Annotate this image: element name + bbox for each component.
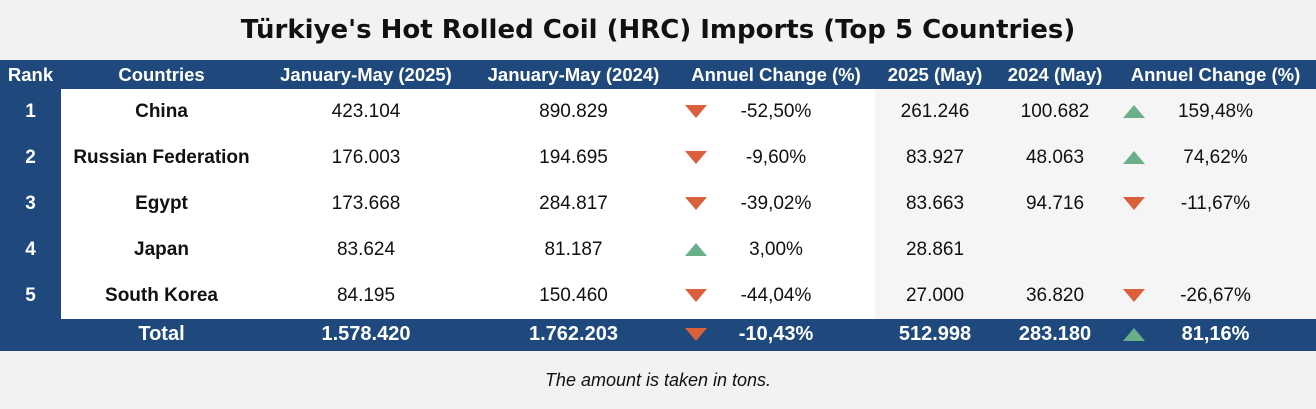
header-may-2025: 2025 (May) — [875, 60, 995, 89]
annual-change-may-cell: 74,62% — [1115, 135, 1316, 181]
may-2024-cell: 36.820 — [995, 273, 1115, 319]
footnote: The amount is taken in tons. — [0, 351, 1316, 409]
header-may-2024: 2024 (May) — [995, 60, 1115, 89]
change-value: -10,43% — [738, 323, 814, 345]
may-2024-cell: 100.682 — [995, 89, 1115, 135]
table-row: 2 Russian Federation 176.003 194.695 -9,60% 8… — [0, 135, 1316, 181]
jan-may-2024-cell: 890.829 — [470, 89, 677, 135]
change-value: -52,50% — [740, 101, 812, 122]
arrow-down-icon — [685, 197, 707, 210]
arrow-up-icon — [1123, 105, 1145, 118]
jan-may-2025-cell: 176.003 — [262, 135, 470, 181]
country-cell: China — [61, 89, 262, 135]
total-jan-may-2024-cell: 1.762.203 — [470, 319, 677, 350]
country-cell: Russian Federation — [61, 135, 262, 181]
jan-may-2024-cell: 150.460 — [470, 273, 677, 319]
total-row: Total 1.578.420 1.762.203 -10,43% 512.998 283… — [0, 319, 1316, 350]
jan-may-2025-cell: 423.104 — [262, 89, 470, 135]
may-2025-cell: 27.000 — [875, 273, 995, 319]
may-2024-cell: 94.716 — [995, 181, 1115, 227]
change-value: -39,02% — [740, 193, 812, 214]
rank-cell: 4 — [0, 227, 61, 273]
header-annual-change-may: Annuel Change (%) — [1115, 60, 1316, 89]
header-row: Rank Countries January-May (2025) Januar… — [0, 60, 1316, 89]
total-jan-may-2025-cell: 1.578.420 — [262, 319, 470, 350]
rank-cell: 3 — [0, 181, 61, 227]
annual-change-may-cell: -11,67% — [1115, 181, 1316, 227]
jan-may-2025-cell: 173.668 — [262, 181, 470, 227]
table-row: 4 Japan 83.624 81.187 3,00% 28.861 — [0, 227, 1316, 273]
change-value: -9,60% — [745, 147, 807, 168]
total-rank-cell — [0, 319, 61, 350]
arrow-down-icon — [685, 151, 707, 164]
may-2025-cell: 261.246 — [875, 89, 995, 135]
annual-change-ytd-cell: -52,50% — [677, 89, 875, 135]
jan-may-2025-cell: 83.624 — [262, 227, 470, 273]
table-title: Türkiye's Hot Rolled Coil (HRC) Imports … — [240, 15, 1076, 45]
arrow-up-icon — [1123, 151, 1145, 164]
arrow-up-icon — [1123, 327, 1145, 341]
rank-cell: 2 — [0, 135, 61, 181]
arrow-down-icon — [1123, 289, 1145, 302]
table-row: 1 China 423.104 890.829 -52,50% 261.246 100.68… — [0, 89, 1316, 135]
table-row: 3 Egypt 173.668 284.817 -39,02% 83.663 94.716 -… — [0, 181, 1316, 227]
may-2025-cell: 28.861 — [875, 227, 995, 273]
jan-may-2024-cell: 194.695 — [470, 135, 677, 181]
jan-may-2024-cell: 81.187 — [470, 227, 677, 273]
jan-may-2025-cell: 84.195 — [262, 273, 470, 319]
country-cell: Egypt — [61, 181, 262, 227]
change-value: -11,67% — [1180, 193, 1251, 214]
arrow-down-icon — [685, 327, 707, 341]
jan-may-2024-cell: 284.817 — [470, 181, 677, 227]
may-2024-cell — [995, 227, 1115, 273]
annual-change-ytd-cell: -44,04% — [677, 273, 875, 319]
header-countries: Countries — [61, 60, 262, 89]
arrow-down-icon — [1123, 197, 1145, 210]
header-rank: Rank — [0, 60, 61, 89]
rank-cell: 1 — [0, 89, 61, 135]
total-label-cell: Total — [61, 319, 262, 350]
change-value: 81,16% — [1181, 323, 1250, 345]
total-may-2025-cell: 512.998 — [875, 319, 995, 350]
header-annual-change-ytd: Annuel Change (%) — [677, 60, 875, 89]
change-value: -44,04% — [740, 285, 812, 306]
header-jan-may-2024: January-May (2024) — [470, 60, 677, 89]
arrow-down-icon — [685, 105, 707, 118]
may-2025-cell: 83.927 — [875, 135, 995, 181]
change-value: 159,48% — [1177, 101, 1253, 122]
annual-change-may-cell — [1115, 227, 1316, 273]
annual-change-may-cell: 159,48% — [1115, 89, 1316, 135]
arrow-down-icon — [685, 289, 707, 302]
header-jan-may-2025: January-May (2025) — [262, 60, 470, 89]
change-value: -26,67% — [1180, 285, 1251, 306]
annual-change-ytd-cell: 3,00% — [677, 227, 875, 273]
imports-table: Rank Countries January-May (2025) Januar… — [0, 60, 1316, 350]
total-annual-change-ytd-cell: -10,43% — [677, 319, 875, 350]
total-annual-change-may-cell: 81,16% — [1115, 319, 1316, 350]
country-cell: Japan — [61, 227, 262, 273]
change-value: 74,62% — [1183, 147, 1248, 168]
rank-cell: 5 — [0, 273, 61, 319]
annual-change-ytd-cell: -39,02% — [677, 181, 875, 227]
total-may-2024-cell: 283.180 — [995, 319, 1115, 350]
country-cell: South Korea — [61, 273, 262, 319]
arrow-up-icon — [685, 243, 707, 256]
annual-change-ytd-cell: -9,60% — [677, 135, 875, 181]
may-2024-cell: 48.063 — [995, 135, 1115, 181]
may-2025-cell: 83.663 — [875, 181, 995, 227]
change-value: 3,00% — [749, 239, 803, 260]
annual-change-may-cell: -26,67% — [1115, 273, 1316, 319]
table-row: 5 South Korea 84.195 150.460 -44,04% 27.000 36… — [0, 273, 1316, 319]
